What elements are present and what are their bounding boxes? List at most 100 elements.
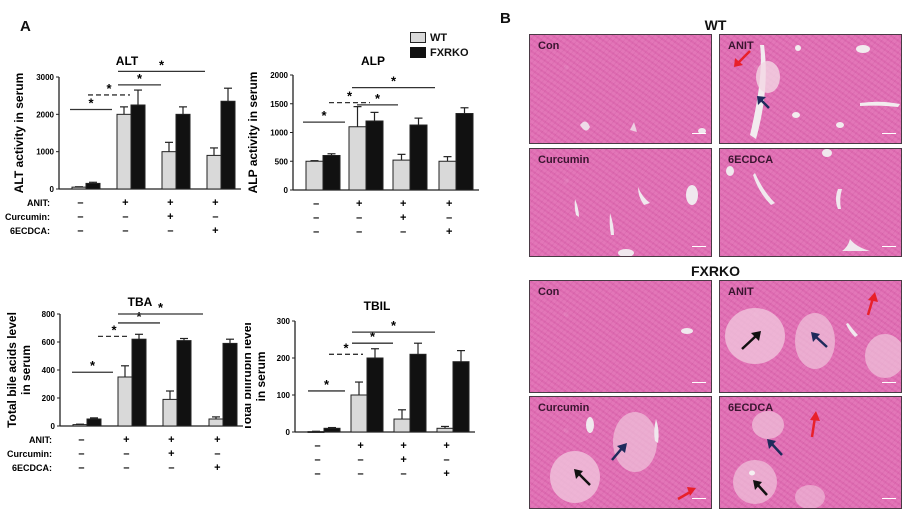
treatment-sign: + xyxy=(400,454,406,466)
bar-wt xyxy=(206,154,222,190)
legend-swatch-wt xyxy=(410,32,426,43)
treatment-row-label: ANIT: xyxy=(27,198,50,208)
treatment-sign: – xyxy=(313,198,319,210)
y-tick-label: 1500 xyxy=(270,100,288,109)
bar-fxrko xyxy=(455,113,474,191)
y-tick-label: 0 xyxy=(284,186,289,195)
histology-label: ANIT xyxy=(728,40,754,52)
y-axis-label: ALT activity in serum xyxy=(12,73,26,193)
significance-asterisk: * xyxy=(375,91,381,106)
treatment-row-label: Curcumin: xyxy=(5,212,50,222)
y-tick-label: 100 xyxy=(277,391,291,400)
bar-wt xyxy=(392,159,411,191)
bar-fxrko xyxy=(175,113,191,190)
y-tick-label: 300 xyxy=(277,317,291,326)
scale-bar xyxy=(692,133,706,139)
treatment-sign: – xyxy=(77,197,83,209)
treatment-sign: – xyxy=(315,454,321,466)
bar-fxrko xyxy=(176,340,192,427)
bar-wt xyxy=(117,376,133,427)
bar-wt xyxy=(71,186,87,190)
black-arrow-icon xyxy=(574,469,591,486)
treatment-sign: – xyxy=(123,448,129,460)
treatment-sign: + xyxy=(446,226,452,238)
black-arrow-icon xyxy=(741,331,761,350)
treatment-sign: – xyxy=(356,226,362,238)
bar-wt xyxy=(72,424,88,427)
significance-asterisk: * xyxy=(370,329,376,344)
bar-fxrko xyxy=(86,418,102,427)
histology-label: 6ECDCA xyxy=(728,154,774,166)
treatment-sign: + xyxy=(443,468,449,480)
histology-label: Curcumin xyxy=(538,402,590,414)
chart-title: ALP xyxy=(361,54,385,68)
treatment-sign: – xyxy=(77,225,83,237)
bar-fxrko xyxy=(85,182,101,190)
svg-text:Total bile acids level: Total bile acids level xyxy=(5,312,19,428)
y-tick-label: 0 xyxy=(51,422,56,431)
bar-wt xyxy=(393,418,411,433)
bar-wt xyxy=(348,126,367,191)
tissue-vessels xyxy=(734,45,900,139)
panel-b-label: B xyxy=(500,10,511,27)
bar-wt xyxy=(208,418,224,427)
treatment-row-label: Curcumin: xyxy=(7,449,52,459)
significance-asterisk: * xyxy=(343,340,349,355)
svg-text:in serum: in serum xyxy=(254,351,268,401)
bar-fxrko xyxy=(323,427,341,433)
treatment-sign: – xyxy=(78,462,84,474)
chart-title: TBIL xyxy=(364,299,391,313)
significance-asterisk: * xyxy=(136,309,142,324)
treatment-sign: + xyxy=(167,211,173,223)
treatment-sign: + xyxy=(123,434,129,446)
tissue-vessels xyxy=(733,411,825,508)
treatment-sign: + xyxy=(122,197,128,209)
significance-asterisk: * xyxy=(88,95,94,110)
treatment-sign: – xyxy=(358,454,364,466)
treatment-sign: – xyxy=(78,448,84,460)
significance-asterisk: * xyxy=(106,81,112,96)
bar-fxrko xyxy=(220,100,236,190)
y-tick-label: 600 xyxy=(42,338,56,347)
treatment-sign: + xyxy=(212,225,218,237)
treatment-sign: – xyxy=(122,211,128,223)
red-arrow-icon xyxy=(677,487,696,501)
treatment-sign: + xyxy=(357,440,363,452)
chart-legend: WT FXRKO xyxy=(410,32,469,59)
treatment-sign: – xyxy=(313,212,319,224)
treatment-sign: + xyxy=(400,212,406,224)
treatment-sign: + xyxy=(167,197,173,209)
scale-bar xyxy=(882,498,896,504)
significance-asterisk: * xyxy=(321,108,327,123)
bar-fxrko xyxy=(409,124,428,191)
y-tick-label: 2000 xyxy=(270,71,288,80)
histology-title-wt: WT xyxy=(704,17,727,33)
treatment-sign: + xyxy=(443,440,449,452)
treatment-sign: + xyxy=(400,198,406,210)
tissue-vessels xyxy=(550,412,696,503)
histology-wt-anit: ANIT xyxy=(719,34,902,144)
red-arrow-icon xyxy=(734,50,751,67)
bar-wt xyxy=(350,394,368,433)
tba-bar-chart: TBA Total bile acids level in serum 0 200 400… xyxy=(5,295,243,474)
bar-fxrko xyxy=(222,342,238,427)
red-arrow-icon xyxy=(810,411,820,438)
bar-wt xyxy=(436,427,454,433)
y-tick-label: 1000 xyxy=(270,129,288,138)
legend-label-fxrko: FXRKO xyxy=(430,46,469,59)
treatment-sign: – xyxy=(401,468,407,480)
tissue-vessels xyxy=(580,121,706,134)
black-arrow-icon xyxy=(753,480,768,496)
histology-label: 6ECDCA xyxy=(728,402,774,414)
y-axis-label: Total bile acids level in serum xyxy=(5,312,33,428)
treatment-sign: – xyxy=(358,468,364,480)
treatment-sign: – xyxy=(78,434,84,446)
treatment-sign: – xyxy=(444,454,450,466)
scale-bar xyxy=(692,382,706,388)
y-tick-label: 1000 xyxy=(36,148,54,157)
bar-fxrko xyxy=(130,104,146,190)
treatment-sign: – xyxy=(356,212,362,224)
significance-asterisk: * xyxy=(391,74,397,89)
significance-asterisk: * xyxy=(111,322,117,337)
